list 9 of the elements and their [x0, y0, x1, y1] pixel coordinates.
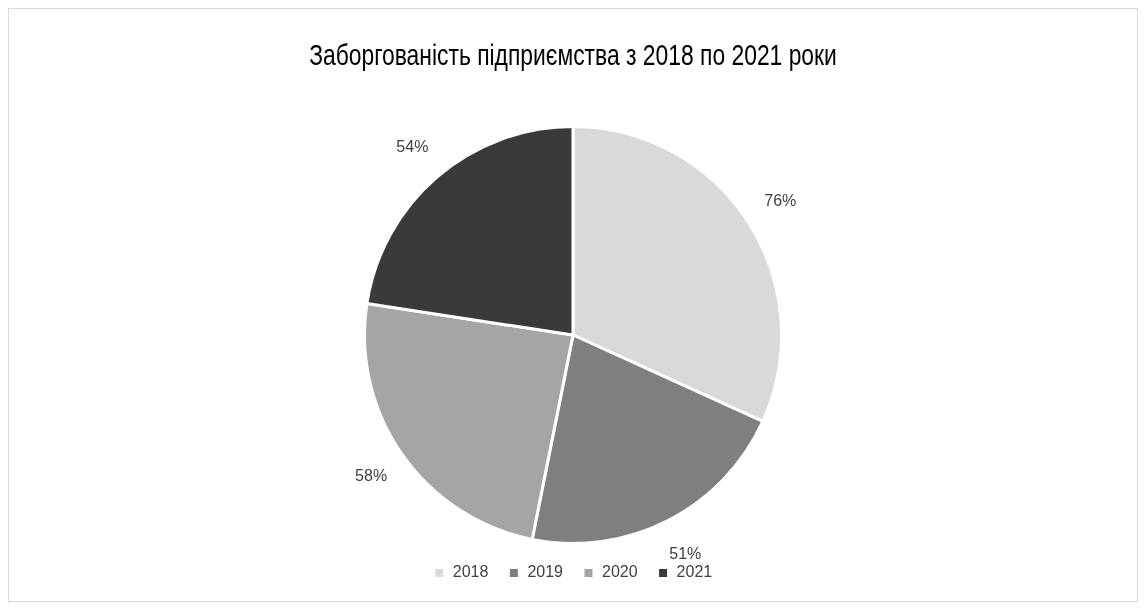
- legend-label: 2021: [676, 563, 713, 581]
- data-label: 76%: [764, 192, 797, 210]
- data-label: 51%: [669, 544, 702, 562]
- chart-title: Заборгованість підприємства з 2018 по 2021 роки: [309, 38, 837, 73]
- legend-label: 2018: [452, 563, 489, 581]
- data-label: 54%: [396, 138, 429, 156]
- data-label: 58%: [355, 466, 388, 484]
- legend-label: 2019: [527, 563, 564, 581]
- legend-label: 2020: [602, 563, 638, 581]
